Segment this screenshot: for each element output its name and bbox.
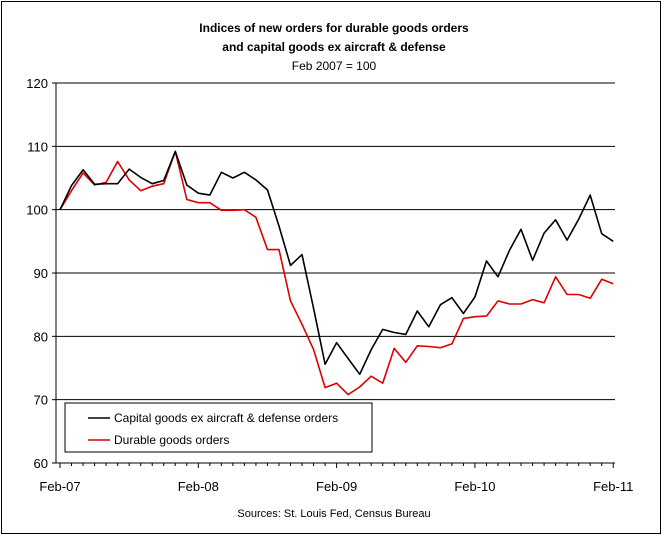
chart-title-line1: Indices of new orders for durable goods …: [199, 21, 469, 35]
y-tick-label: 60: [34, 456, 48, 471]
y-tick-label: 110: [27, 139, 48, 154]
chart-source: Sources: St. Louis Fed, Census Bureau: [237, 508, 430, 520]
axes: 60 70 80 90 100 110 120 Feb-07 Feb-08 Feb-09 Feb-1…: [26, 76, 633, 494]
x-tick-label: Feb-07: [39, 479, 80, 494]
y-tick-label: 80: [34, 329, 48, 344]
y-tick-label: 100: [26, 203, 48, 218]
chart-title-line2: and capital goods ex aircraft & defense: [222, 40, 446, 54]
series-layer: [59, 150, 614, 396]
x-tick-label: Feb-09: [316, 479, 357, 494]
gridlines: [56, 82, 615, 401]
legend-label-capital-goods: Capital goods ex aircraft & defense orde…: [114, 411, 338, 425]
x-tick-label: Feb-08: [178, 479, 219, 494]
y-tick-label: 120: [26, 76, 48, 91]
y-tick-label: 70: [34, 393, 48, 408]
y-tick-label: 90: [34, 266, 48, 281]
x-tick-label: Feb-11: [593, 479, 633, 494]
legend: Capital goods ex aircraft & defense orde…: [64, 402, 373, 453]
series-line-capital-goods: [59, 150, 614, 376]
legend-box: [64, 402, 373, 453]
series-line-durable-goods: [59, 150, 614, 396]
legend-label-durable-goods: Durable goods orders: [114, 433, 229, 447]
x-tick-label: Feb-10: [454, 479, 495, 494]
chart-subtitle: Feb 2007 = 100: [292, 59, 377, 73]
